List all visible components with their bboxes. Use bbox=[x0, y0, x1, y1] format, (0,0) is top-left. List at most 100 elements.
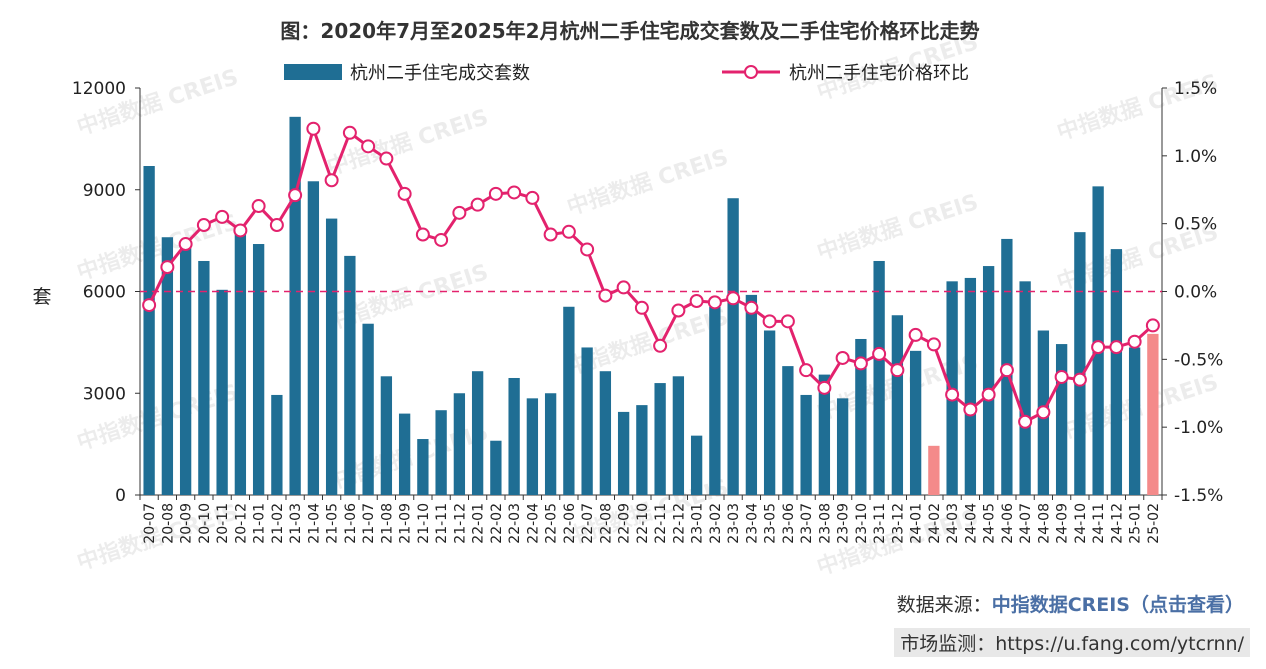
price-point bbox=[1072, 372, 1087, 387]
x-tick-label: 22-07 bbox=[580, 503, 596, 544]
price-point bbox=[835, 350, 850, 365]
bar bbox=[161, 237, 174, 495]
price-point bbox=[543, 227, 558, 242]
bar bbox=[1074, 232, 1086, 496]
bar bbox=[1128, 347, 1141, 495]
legend-bar-swatch bbox=[284, 64, 342, 80]
x-tick-label: 20-09 bbox=[179, 503, 195, 544]
price-point bbox=[342, 125, 357, 140]
x-tick-label: 23-08 bbox=[817, 503, 833, 544]
x-tick-label: 20-10 bbox=[197, 503, 213, 544]
price-point bbox=[251, 199, 266, 214]
bar bbox=[289, 116, 301, 496]
source-link[interactable]: 中指数据CREIS（点击查看） bbox=[991, 594, 1244, 616]
x-tick-label: 21-09 bbox=[398, 503, 414, 544]
x-tick-label: 24-11 bbox=[1091, 503, 1107, 544]
price-point bbox=[488, 186, 503, 201]
price-point bbox=[598, 288, 613, 303]
price-point bbox=[178, 237, 193, 252]
watermark-text: 中指数据 CREIS bbox=[74, 64, 242, 141]
bar bbox=[325, 218, 338, 495]
source-note: 数据来源：中指数据CREIS（点击查看） bbox=[897, 590, 1244, 617]
price-point bbox=[215, 209, 230, 224]
x-tick-label: 22-01 bbox=[471, 503, 487, 544]
right-tick-label: 0.0% bbox=[1174, 283, 1217, 303]
price-point bbox=[1127, 334, 1142, 349]
right-tick-label: 1.5% bbox=[1174, 79, 1217, 99]
price-point bbox=[160, 260, 175, 275]
bar bbox=[709, 306, 721, 495]
price-point bbox=[324, 173, 339, 188]
bar bbox=[964, 277, 977, 495]
price-point bbox=[780, 314, 795, 329]
price-point bbox=[306, 121, 321, 136]
price-point bbox=[397, 186, 412, 201]
legend: 杭州二手住宅成交套数 杭州二手住宅价格环比 bbox=[284, 63, 969, 84]
x-tick-label: 23-03 bbox=[726, 503, 742, 544]
x-tick-label: 21-03 bbox=[288, 503, 304, 544]
bar bbox=[727, 198, 739, 495]
legend-line-label: 杭州二手住宅价格环比 bbox=[789, 63, 969, 84]
x-tick-label: 20-08 bbox=[160, 503, 176, 544]
x-tick-label: 24-08 bbox=[1036, 503, 1052, 544]
x-tick-label: 21-01 bbox=[252, 503, 268, 544]
x-tick-label: 24-10 bbox=[1073, 503, 1089, 544]
watermark-text: 中指数据 CREIS bbox=[814, 189, 982, 266]
x-tick-label: 22-02 bbox=[489, 503, 505, 544]
bar bbox=[198, 260, 210, 495]
bar bbox=[490, 440, 502, 495]
x-tick-label: 22-04 bbox=[525, 503, 541, 544]
bar bbox=[891, 315, 904, 495]
x-tick-label: 23-01 bbox=[690, 503, 706, 544]
x-tick-label: 21-11 bbox=[434, 503, 450, 544]
x-tick-label: 25-02 bbox=[1146, 503, 1162, 544]
price-point bbox=[890, 363, 905, 378]
legend-line-marker bbox=[744, 65, 758, 79]
bar bbox=[654, 383, 666, 495]
price-line bbox=[140, 121, 1162, 429]
price-point bbox=[872, 346, 887, 361]
bar bbox=[836, 398, 849, 495]
x-tick-label: 22-06 bbox=[562, 503, 578, 544]
bar bbox=[690, 435, 703, 495]
price-point bbox=[981, 387, 996, 402]
bar bbox=[818, 374, 831, 495]
price-point bbox=[689, 293, 704, 308]
x-tick-label: 21-05 bbox=[325, 503, 341, 544]
monitor-link[interactable]: 市场监测：https://u.fang.com/ytcrnn/ bbox=[894, 628, 1250, 657]
price-point bbox=[999, 363, 1014, 378]
price-point bbox=[1018, 414, 1033, 429]
x-tick-label: 20-12 bbox=[233, 503, 249, 544]
price-point bbox=[142, 298, 157, 313]
bar bbox=[471, 371, 484, 495]
x-tick-labels: 20-07 20-08 20-09 20-10 20-11 20-12 21-01 21-02… bbox=[142, 503, 1162, 544]
price-point bbox=[525, 190, 540, 205]
x-tick-label: 22-03 bbox=[507, 503, 523, 544]
x-tick-label: 21-08 bbox=[379, 503, 395, 544]
price-point bbox=[634, 300, 649, 315]
right-tick-label: 0.5% bbox=[1174, 215, 1217, 235]
bar bbox=[380, 376, 393, 495]
price-point bbox=[1145, 318, 1160, 333]
bar bbox=[1147, 333, 1159, 495]
bar bbox=[855, 338, 867, 495]
x-tick-label: 24-04 bbox=[963, 503, 979, 544]
price-point bbox=[288, 188, 303, 203]
y-axis-label: 套 bbox=[32, 286, 51, 308]
price-point bbox=[799, 363, 814, 378]
bar bbox=[453, 393, 466, 495]
x-tick-label: 23-09 bbox=[836, 503, 852, 544]
bar bbox=[271, 394, 283, 495]
x-tick-label: 23-12 bbox=[890, 503, 906, 544]
x-tick-label: 24-07 bbox=[1018, 503, 1034, 544]
x-tick-label: 23-07 bbox=[799, 503, 815, 544]
bar bbox=[581, 347, 593, 495]
x-tick-label: 24-05 bbox=[982, 503, 998, 544]
price-point bbox=[434, 232, 449, 247]
price-point bbox=[945, 387, 960, 402]
bar bbox=[1055, 344, 1068, 495]
price-point bbox=[1091, 340, 1106, 355]
price-point bbox=[361, 139, 376, 154]
bar bbox=[982, 266, 995, 495]
